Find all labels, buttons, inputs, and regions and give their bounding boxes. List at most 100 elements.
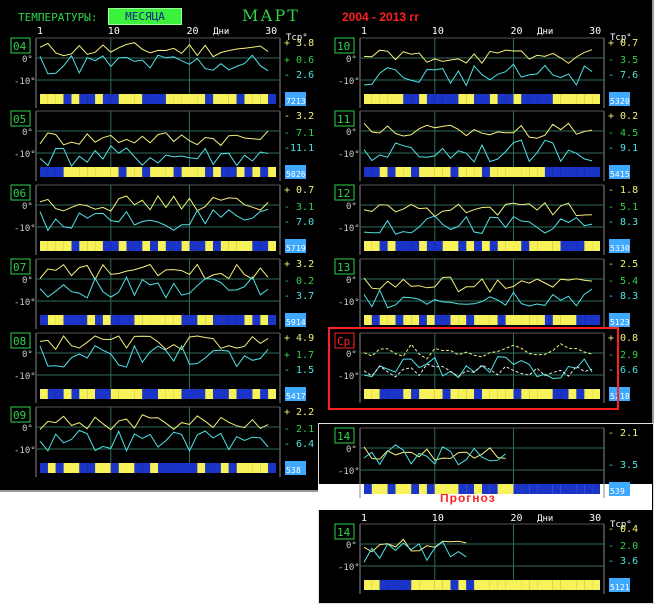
panel-year-label: 08 <box>13 335 26 348</box>
day-bar <box>173 241 182 251</box>
day-bar <box>419 580 427 590</box>
count-badge <box>285 165 306 179</box>
day-bar <box>592 167 600 177</box>
day-bar <box>79 315 88 325</box>
day-bar <box>181 94 190 104</box>
day-bar <box>213 94 221 104</box>
day-bar <box>419 167 427 177</box>
day-bar <box>466 167 475 177</box>
mode-button[interactable]: МЕСЯЦА <box>108 8 182 25</box>
day-bar <box>387 241 396 251</box>
series-max-line <box>39 130 269 147</box>
day-bar <box>584 484 593 494</box>
tick-zero: 0° <box>22 424 33 434</box>
day-bar <box>387 580 396 590</box>
count-blue: 20 <box>620 97 630 106</box>
day-bar <box>411 167 420 177</box>
day-bar <box>403 241 412 251</box>
day-bar <box>568 315 577 325</box>
series-min-line <box>363 541 467 563</box>
series-min-line <box>363 63 593 87</box>
panel-year-label: 04 <box>13 40 27 53</box>
day-bar <box>474 389 482 399</box>
day-bar <box>529 167 538 177</box>
day-bar <box>134 94 143 104</box>
day-bar <box>592 389 600 399</box>
day-bar <box>379 167 388 177</box>
forecast-panel <box>318 423 654 604</box>
day-bar <box>552 241 561 251</box>
day-bar <box>268 389 276 399</box>
day-bar <box>228 94 237 104</box>
day-bar <box>228 463 237 473</box>
day-bar <box>505 484 514 494</box>
day-tick: 10 <box>108 26 120 37</box>
tick-minus10: -10° <box>14 446 36 456</box>
day-bar <box>173 94 182 104</box>
day-tick: 1 <box>37 26 43 37</box>
count-badge <box>609 92 630 106</box>
day-tick: 1 <box>361 513 367 524</box>
count-blue: 17 <box>296 392 306 401</box>
day-bar <box>71 463 80 473</box>
panel-year-label: 12 <box>337 187 350 200</box>
day-bar <box>252 94 261 104</box>
day-bar <box>544 241 553 251</box>
forecast-title: Прогноз <box>440 491 496 505</box>
day-bar <box>87 241 96 251</box>
day-bar <box>505 241 514 251</box>
day-bar <box>228 389 237 399</box>
day-bar <box>47 389 56 399</box>
day-bar <box>537 484 545 494</box>
day-bar <box>110 315 119 325</box>
day-bar <box>213 463 221 473</box>
day-bar <box>576 315 585 325</box>
day-bar <box>387 94 396 104</box>
day-bar <box>434 94 443 104</box>
day-bar <box>244 315 253 325</box>
day-bar <box>364 484 372 494</box>
day-bar <box>95 315 103 325</box>
day-bar <box>252 389 261 399</box>
count-yellow: 53 <box>610 487 620 496</box>
value-mean: - 5.4 <box>608 276 638 287</box>
day-bar <box>40 463 48 473</box>
day-bar <box>158 241 166 251</box>
day-bar <box>158 167 166 177</box>
count-badge <box>285 461 306 475</box>
day-bar <box>197 167 206 177</box>
tick-zero: 0° <box>22 276 33 286</box>
day-bar <box>403 389 412 399</box>
value-mean: - 2.9 <box>608 350 638 361</box>
day-bar <box>260 315 269 325</box>
day-bar <box>576 484 585 494</box>
value-min: - 8.3 <box>608 291 638 302</box>
day-bar <box>466 241 475 251</box>
day-bar <box>55 241 64 251</box>
tick-zero: 0° <box>346 202 357 212</box>
day-bar <box>395 580 404 590</box>
panel-year-box <box>334 37 355 54</box>
day-bar <box>181 315 190 325</box>
value-mean: - 2.0 <box>608 541 638 552</box>
day-bar <box>126 241 135 251</box>
day-bar <box>213 241 221 251</box>
day-bar <box>419 241 427 251</box>
day-bar <box>450 315 459 325</box>
day-bar <box>387 315 396 325</box>
day-bar <box>126 167 135 177</box>
series-min-line <box>39 54 269 75</box>
days-label: Дни <box>537 27 553 37</box>
panel-year-box <box>334 332 355 349</box>
day-bar <box>63 167 72 177</box>
day-bar <box>79 241 88 251</box>
day-bar <box>552 389 561 399</box>
day-bar <box>142 315 151 325</box>
day-bar <box>513 484 522 494</box>
day-bar <box>513 315 522 325</box>
value-max: - 2.5 <box>608 259 638 270</box>
day-bar <box>197 241 206 251</box>
day-bar <box>189 389 198 399</box>
day-bar <box>87 167 96 177</box>
day-bar <box>521 94 530 104</box>
